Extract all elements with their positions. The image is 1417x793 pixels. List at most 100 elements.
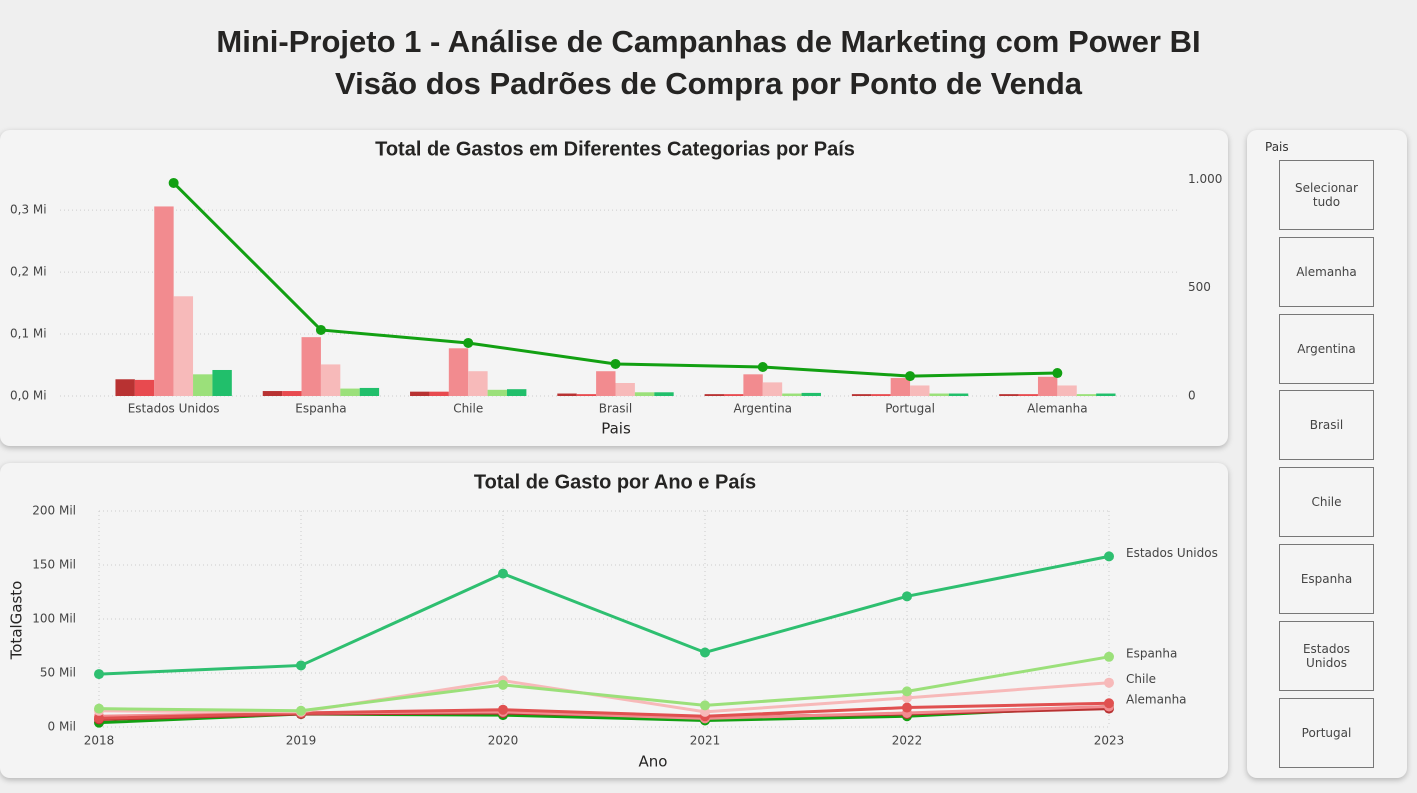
- x-tick-label: Espanha: [295, 402, 346, 416]
- chart-title: Total de Gastos em Diferentes Categorias…: [375, 138, 855, 160]
- series-label: Chile: [1126, 672, 1156, 686]
- series-label: Espanha: [1126, 646, 1177, 660]
- bar: [890, 378, 911, 396]
- x-tick-label: 2022: [892, 734, 923, 748]
- bar: [1018, 394, 1038, 396]
- point: [315, 324, 326, 335]
- bar: [282, 391, 302, 396]
- card: [0, 463, 1228, 778]
- x-tick-label: 2023: [1094, 734, 1125, 748]
- bar: [320, 364, 341, 396]
- bar: [929, 393, 949, 396]
- bar: [1057, 385, 1077, 396]
- slicer-item[interactable]: Brasil: [1279, 390, 1374, 461]
- x-tick-label: 2018: [84, 734, 115, 748]
- slicer-item[interactable]: Espanha: [1279, 544, 1374, 614]
- bar: [262, 391, 283, 396]
- bar: [468, 371, 488, 396]
- point: [94, 713, 104, 724]
- bar: [871, 394, 891, 396]
- point: [700, 700, 710, 711]
- y-axis-title: TotalGasto: [8, 581, 26, 661]
- slicer-item[interactable]: Chile: [1279, 467, 1374, 538]
- series-label: Estados Unidos: [1126, 546, 1218, 560]
- bar: [782, 393, 802, 396]
- bar: [1037, 376, 1058, 396]
- slicer-item[interactable]: Estados Unidos: [1279, 620, 1374, 691]
- bar: [654, 392, 674, 396]
- line: [98, 701, 1110, 720]
- point: [902, 686, 912, 697]
- point: [498, 679, 508, 690]
- bar: [910, 385, 930, 396]
- y-tick-label: 100 Mil: [32, 612, 76, 626]
- page-title: Mini-Projeto 1 - Análise de Campanhas de…: [216, 24, 1201, 59]
- bar: [634, 392, 655, 396]
- point: [1104, 651, 1114, 662]
- x-tick-label: Portugal: [885, 402, 935, 416]
- bar: [615, 382, 635, 396]
- bar: [429, 391, 449, 396]
- x-tick-label: Chile: [453, 402, 483, 416]
- x-tick-label: 2020: [488, 734, 519, 748]
- bar: [851, 394, 872, 396]
- bar: [704, 394, 725, 396]
- bar: [557, 393, 577, 396]
- point: [498, 704, 508, 715]
- y-tick-label: 150 Mil: [32, 558, 76, 572]
- point: [902, 702, 912, 713]
- point: [296, 705, 306, 716]
- series-label: Alemanha: [1126, 693, 1187, 707]
- y-tick-label: 0,2 Mi: [10, 265, 47, 279]
- point: [757, 361, 768, 372]
- x-axis-title: Ano: [639, 753, 668, 771]
- x-axis-title: Pais: [601, 420, 631, 438]
- point: [168, 177, 179, 188]
- bar: [506, 389, 527, 396]
- bar: [576, 394, 597, 396]
- point: [1104, 677, 1114, 688]
- charts: Total de Gastos em Diferentes Categorias…: [8, 138, 1223, 771]
- bar: [762, 382, 783, 396]
- point: [498, 568, 508, 579]
- slicer-item[interactable]: Argentina: [1279, 313, 1374, 384]
- x-tick-label: Brasil: [599, 402, 632, 416]
- bar: [410, 391, 430, 396]
- y-tick-label: 200 Mil: [32, 504, 76, 518]
- bar: [487, 389, 507, 396]
- point: [296, 660, 306, 671]
- slicer-item[interactable]: Alemanha: [1279, 236, 1374, 307]
- bar: [743, 374, 763, 396]
- y2-tick-label: 500: [1188, 280, 1211, 294]
- bar: [359, 387, 380, 396]
- bar: [173, 296, 194, 396]
- x-tick-label: 2019: [286, 734, 317, 748]
- y-tick-label: 0,0 Mi: [10, 389, 47, 403]
- bar: [193, 374, 213, 396]
- y-tick-label: 0,1 Mi: [10, 327, 47, 341]
- y-tick-label: 0,3 Mi: [10, 203, 47, 217]
- point: [1104, 698, 1114, 709]
- bar: [448, 348, 469, 396]
- y-tick-label: 0 Mil: [48, 720, 76, 734]
- line: [98, 554, 1110, 676]
- bar: [999, 394, 1019, 396]
- x-tick-label: Estados Unidos: [128, 402, 220, 416]
- line: [98, 655, 1110, 713]
- point: [94, 669, 104, 680]
- slicer-item[interactable]: Portugal: [1279, 697, 1374, 768]
- x-tick-label: Argentina: [734, 402, 793, 416]
- y2-tick-label: 1.000: [1188, 172, 1222, 186]
- bar: [340, 388, 360, 396]
- slicer-item[interactable]: Selecionar tudo: [1279, 160, 1374, 230]
- x-tick-label: 2021: [690, 734, 721, 748]
- y2-tick-label: 0: [1188, 389, 1196, 403]
- point: [1052, 368, 1063, 379]
- point: [94, 703, 104, 714]
- slicer-title: Pais: [1265, 140, 1289, 154]
- bar: [154, 206, 174, 396]
- x-tick-label: Alemanha: [1027, 402, 1088, 416]
- page-subtitle: Visão dos Padrões de Compra por Ponto de…: [334, 66, 1083, 101]
- bar: [1096, 393, 1116, 396]
